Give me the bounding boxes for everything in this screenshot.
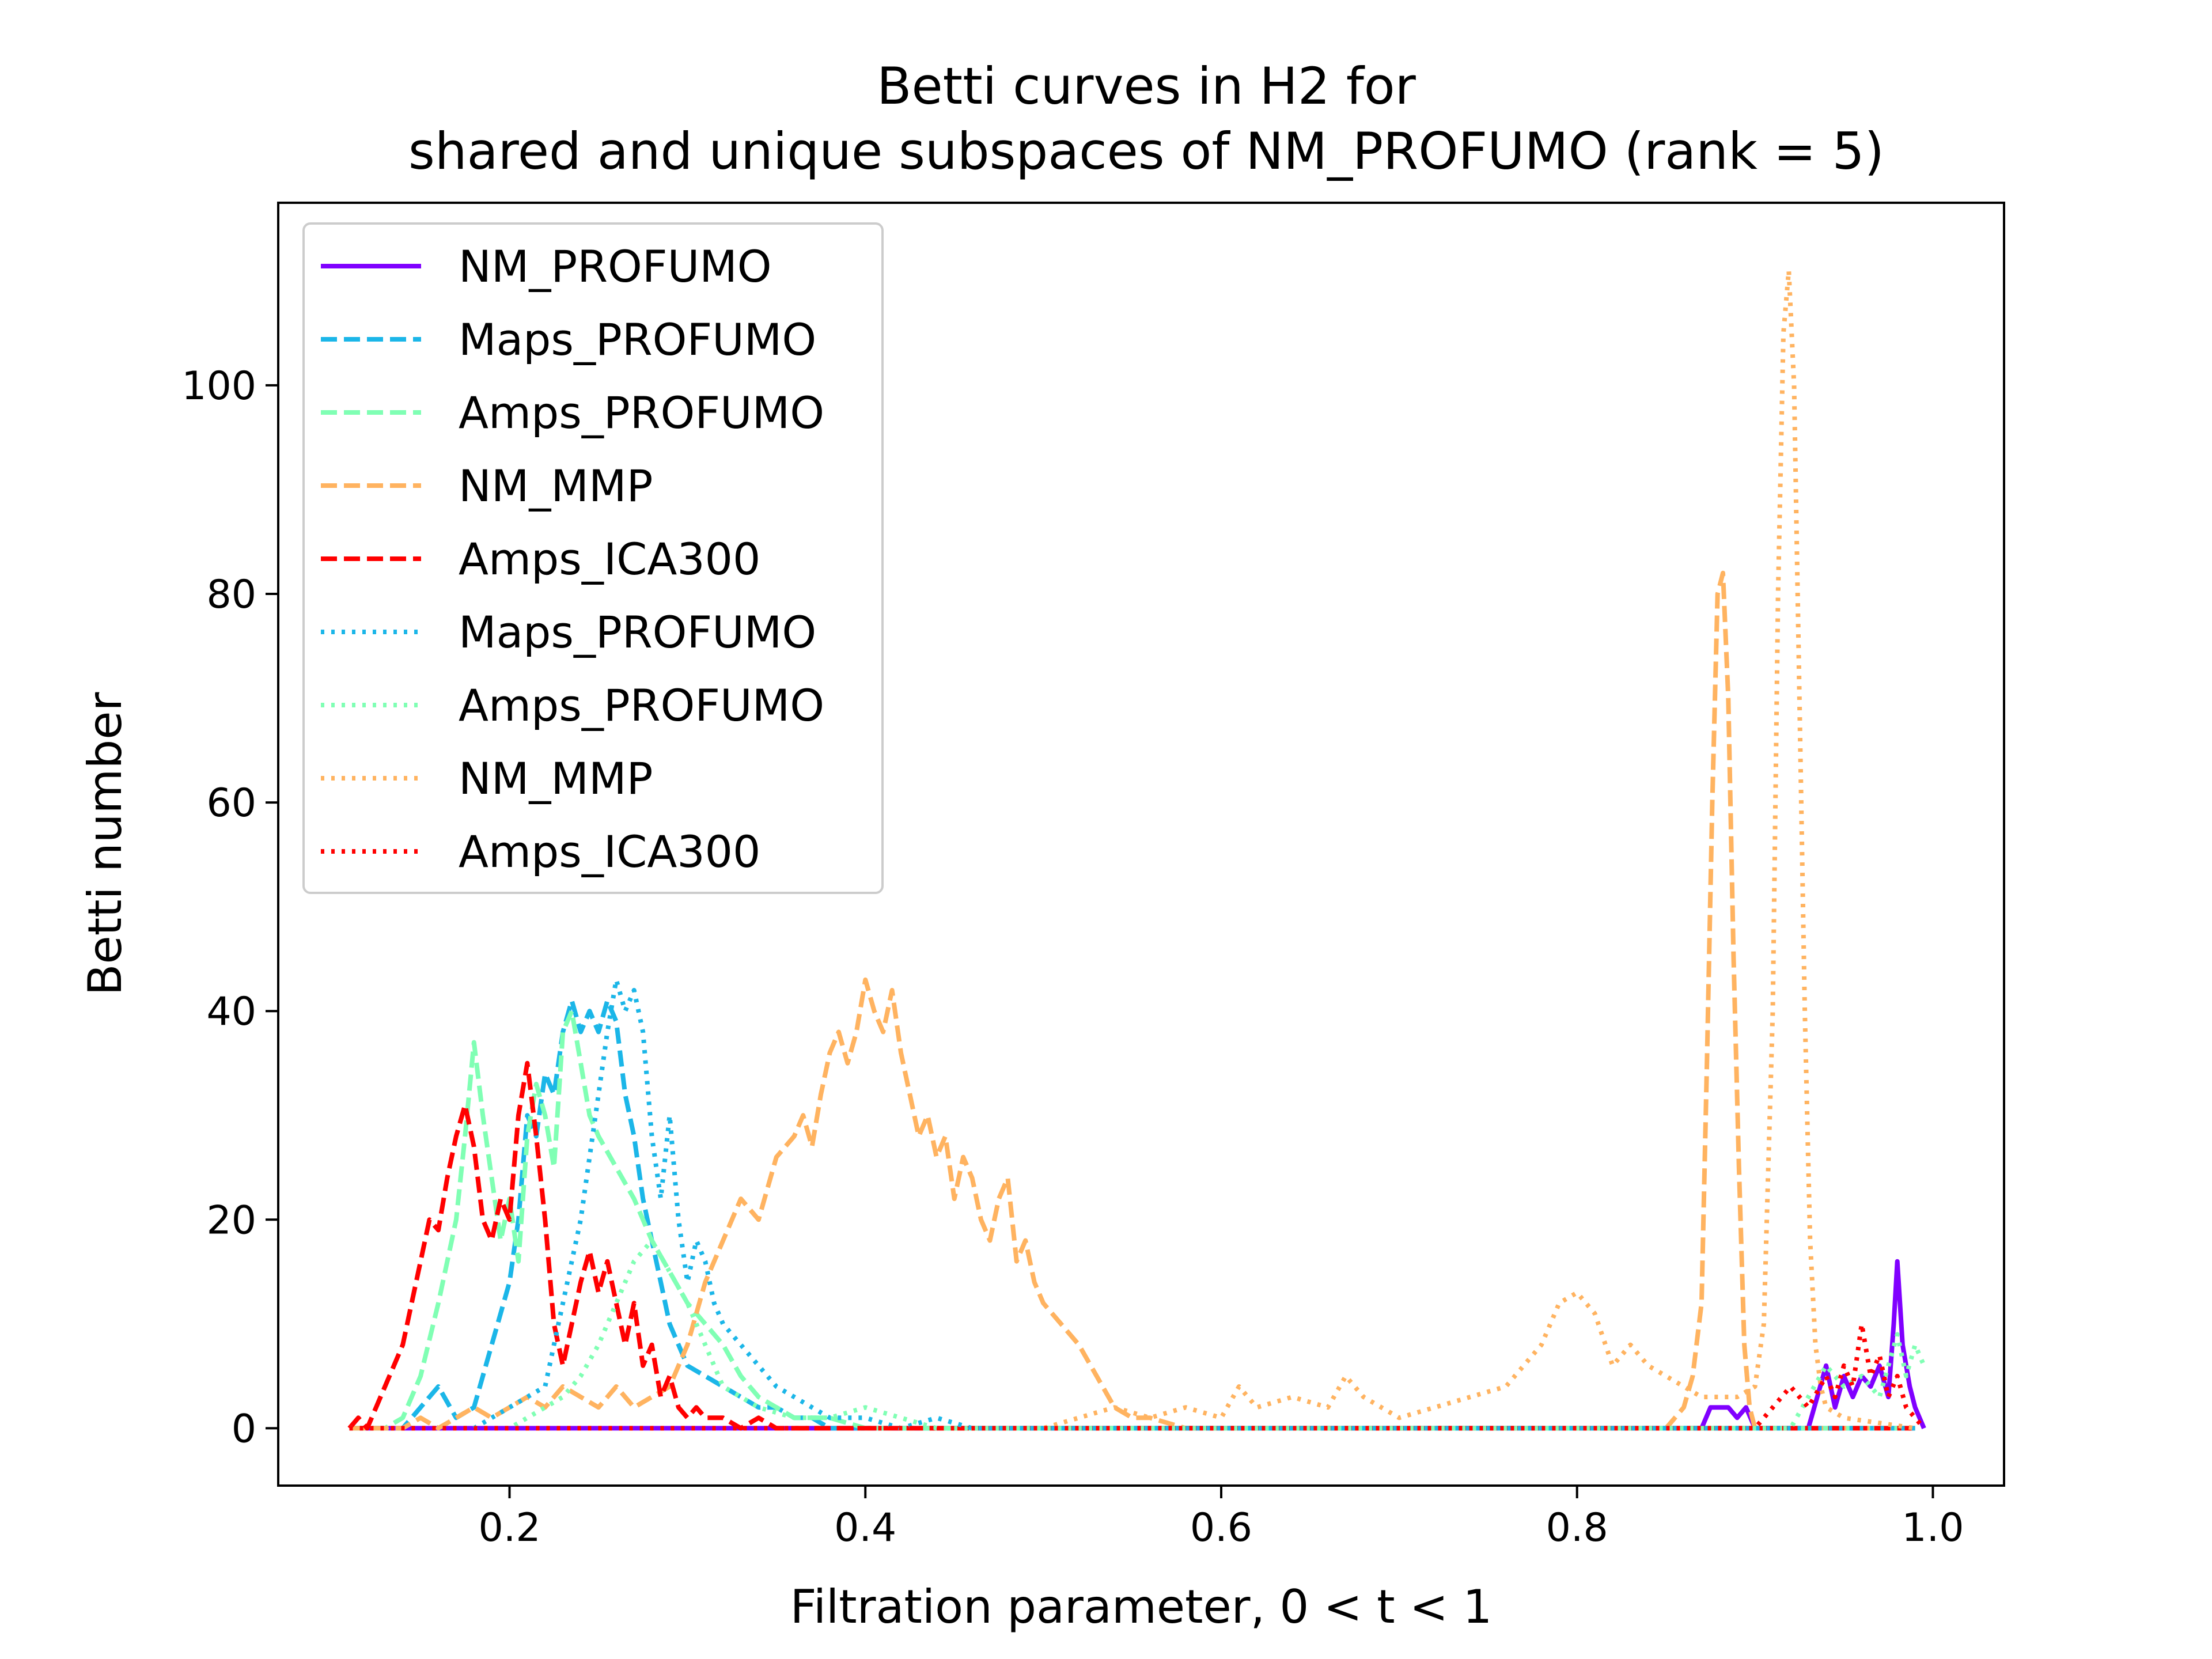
chart-title-line-2: shared and unique subspaces of NM_PROFUM… [408,122,1884,181]
series-line-maps-profumo-dashed [349,998,1915,1431]
x-tick-label: 0.2 [478,1505,540,1551]
series-lines [347,268,1926,1431]
legend-label: Amps_ICA300 [459,533,760,585]
x-axis-ticks: 0.2 0.4 0.6 0.8 1.0 [478,1486,1964,1551]
y-axis-ticks: 0 20 40 60 80 100 [181,363,278,1452]
legend-label: Maps_PROFUMO [459,314,816,365]
y-tick-label: 0 [232,1406,256,1452]
legend-label: Amps_ICA300 [459,826,760,877]
series-line-nm-mmp-dashed [349,570,1915,1431]
x-axis-label: Filtration parameter, 0 < t < 1 [790,1580,1493,1634]
legend-label: Amps_PROFUMO [459,387,824,438]
y-axis-label: Betti number [78,692,132,996]
legend-label: NM_MMP [459,753,653,804]
legend-label: NM_PROFUMO [459,241,772,292]
series-line-amps-ica300-dashed [347,1060,1915,1431]
y-tick-label: 40 [206,989,256,1035]
legend-label: Amps_PROFUMO [459,680,824,731]
chart-title-line-1: Betti curves in H2 for [877,56,1416,116]
legend: NM_PROFUMO Maps_PROFUMO Amps_PROFUMO NM_MMP… [302,222,884,894]
series-line-amps-ica300-dotted [349,1321,1926,1431]
series-line-amps-profumo-dotted [349,1238,1926,1431]
legend-label: NM_MMP [459,460,653,512]
x-tick-label: 0.8 [1546,1505,1608,1551]
y-tick-label: 100 [181,363,256,409]
series-line-nm-mmp-dotted [349,268,1916,1431]
legend-box [302,222,884,894]
y-tick-label: 60 [206,781,256,826]
x-tick-label: 0.4 [834,1505,896,1551]
legend-label: Maps_PROFUMO [459,607,816,658]
x-tick-label: 1.0 [1902,1505,1964,1551]
series-line-amps-profumo-dashed [349,1009,1915,1431]
y-tick-label: 80 [206,572,256,618]
y-tick-label: 20 [206,1198,256,1243]
plot-frame [277,202,2005,1487]
x-tick-label: 0.6 [1190,1505,1252,1551]
series-line-nm-profumo-solid [349,1259,1926,1431]
